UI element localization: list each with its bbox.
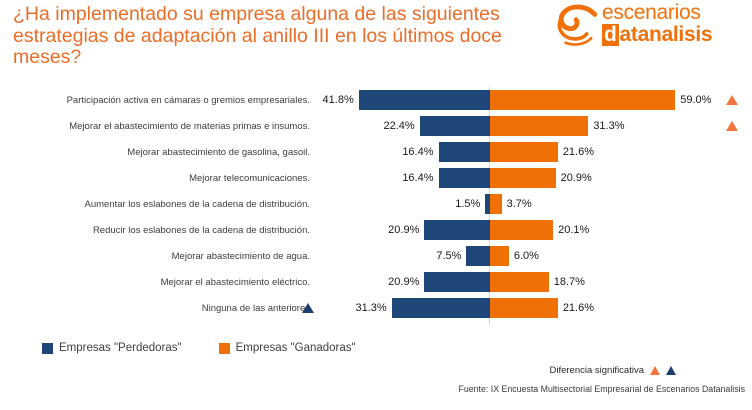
ganadoras-bar [490, 168, 556, 188]
significance-triangle-orange-icon [726, 95, 738, 105]
left-bar-zone: 16.4% [312, 165, 490, 191]
perdedoras-value: 16.4% [402, 146, 434, 158]
ganadoras-value: 20.1% [558, 224, 590, 236]
right-bar-zone: 20.1% [490, 217, 752, 243]
perdedoras-bar [438, 142, 490, 162]
ganadoras-bar [490, 90, 676, 110]
ganadoras-value: 6.0% [513, 250, 539, 262]
ganadoras-value: 31.3% [593, 120, 625, 132]
perdedoras-bar [424, 220, 490, 240]
logo: escenarios d atanalisis [554, 1, 713, 48]
ganadoras-value: 21.6% [562, 302, 595, 314]
ganadoras-value: 18.7% [553, 276, 585, 288]
chart-row: Mejorar telecomunicaciones. 16.4% 20.9% [0, 165, 752, 191]
left-bar-zone: 7.5% [312, 243, 490, 269]
chart-row: Aumentar los eslabones de la cadena de d… [0, 191, 752, 217]
right-bar-zone: 3.7% [490, 191, 752, 217]
legend-swatch-icon [42, 342, 53, 354]
left-bar-zone: 20.9% [312, 269, 490, 295]
right-bar-zone: 6.0% [490, 243, 752, 269]
ganadoras-bar [490, 272, 549, 292]
left-bar-zone: 20.9% [312, 217, 490, 243]
category-label: Mejorar abastecimiento de agua. [171, 250, 310, 262]
chart-row: Participación activa en cámaras o gremio… [0, 87, 752, 113]
right-bar-zone: 31.3% [490, 113, 752, 139]
legend-item: Empresas "Ganadoras" [218, 342, 356, 354]
ganadoras-bar [490, 142, 558, 162]
ganadoras-bar [490, 194, 502, 214]
ganadoras-bar [490, 246, 509, 266]
right-bar-zone: 18.7% [490, 269, 752, 295]
perdedoras-bar [424, 272, 490, 292]
chart-row: Ninguna de las anteriores 31.3% 21.6% [0, 295, 752, 321]
perdedoras-value: 31.3% [355, 302, 387, 314]
significance-triangle-orange-icon [726, 121, 738, 131]
logo-d-box: d [602, 23, 619, 46]
legend-label: Empresas "Ganadoras" [235, 342, 356, 354]
left-bar-zone: 22.4% [312, 113, 490, 139]
logo-swirl-icon [557, 4, 598, 46]
category-label: Mejorar el abastecimiento de materias pr… [69, 120, 310, 132]
category-label: Mejorar abastecimiento de gasolina, gaso… [127, 146, 310, 158]
category-label: Participación activa en cámaras o gremio… [66, 94, 310, 106]
page-title: ¿Ha implementado su empresa alguna de la… [13, 3, 502, 68]
ganadoras-bar [490, 116, 589, 136]
logo-datanalisis-rest: atanalisis [619, 23, 713, 46]
ganadoras-value: 21.6% [562, 146, 595, 158]
ganadoras-value: 3.7% [506, 198, 532, 210]
right-bar-zone: 21.6% [490, 295, 752, 321]
perdedoras-bar [466, 246, 490, 266]
ganadoras-bar [490, 220, 554, 240]
bar-chart: Participación activa en cámaras o gremio… [0, 87, 752, 325]
perdedoras-bar [485, 194, 490, 214]
perdedoras-value: 20.9% [388, 276, 420, 288]
perdedoras-value: 41.8% [322, 94, 354, 106]
significance-note: Diferencia significativa [549, 365, 676, 376]
perdedoras-value: 22.4% [383, 120, 415, 132]
significance-triangle-blue-icon [302, 303, 314, 313]
logo-escenarios: escenarios [602, 1, 701, 24]
legend-item: Empresas "Perdedoras" [42, 342, 182, 354]
left-bar-zone: 31.3% [302, 295, 490, 321]
chart-row: Mejorar el abastecimiento de materias pr… [0, 113, 752, 139]
chart-row: Reducir los eslabones de la cadena de di… [0, 217, 752, 243]
perdedoras-value: 20.9% [388, 224, 420, 236]
ganadoras-value: 20.9% [560, 172, 592, 184]
left-bar-zone: 1.5% [312, 191, 490, 217]
left-bar-zone: 41.8% [312, 87, 490, 113]
chart-row: Mejorar abastecimiento de agua. 7.5% 6.0% [0, 243, 752, 269]
right-bar-zone: 20.9% [490, 165, 752, 191]
significance-triangle-orange-icon [650, 366, 660, 375]
category-label: Mejorar telecomunicaciones. [189, 172, 310, 184]
perdedoras-bar [391, 298, 490, 318]
significance-label: Diferencia significativa [549, 365, 644, 376]
chart-row: Mejorar el abastecimiento eléctrico. 20.9… [0, 269, 752, 295]
ganadoras-value: 59.0% [680, 94, 712, 106]
perdedoras-value: 1.5% [455, 198, 481, 210]
ganadoras-bar [490, 298, 558, 318]
logo-text: escenarios d atanalisis [602, 1, 713, 46]
legend: Empresas "Perdedoras" Empresas "Ganadoras… [42, 342, 356, 354]
category-label: Mejorar el abastecimiento eléctrico. [160, 276, 310, 288]
left-bar-zone: 16.4% [312, 139, 490, 165]
category-label: Ninguna de las anteriores [201, 302, 310, 314]
legend-swatch-icon [218, 342, 230, 354]
perdedoras-bar [438, 168, 490, 188]
category-label: Aumentar los eslabones de la cadena de d… [84, 198, 310, 210]
perdedoras-value: 16.4% [402, 172, 434, 184]
right-bar-zone: 21.6% [490, 139, 752, 165]
chart-row: Mejorar abastecimiento de gasolina, gaso… [0, 139, 752, 165]
perdedoras-value: 7.5% [436, 250, 462, 262]
logo-datanalisis: d atanalisis [602, 23, 713, 46]
source-note: Fuente: IX Encuesta Multisectorial Empre… [458, 384, 745, 394]
significance-triangle-blue-icon [666, 366, 676, 375]
category-label: Reducir los eslabones de la cadena de di… [92, 224, 310, 236]
legend-label: Empresas "Perdedoras" [59, 342, 182, 354]
right-bar-zone: 59.0% [490, 87, 752, 113]
perdedoras-bar [419, 116, 490, 136]
perdedoras-bar [358, 90, 490, 110]
